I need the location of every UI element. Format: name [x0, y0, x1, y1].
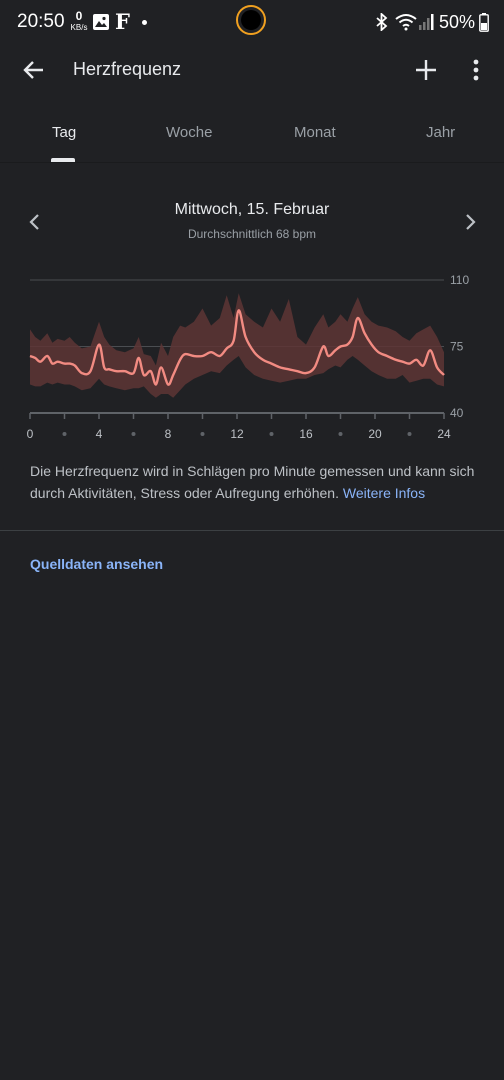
- heart-rate-average-line: [29, 309, 445, 386]
- section-divider: [0, 530, 504, 531]
- y-tick-label: 110: [450, 273, 469, 287]
- x-tick-label: 4: [96, 427, 103, 441]
- x-minor-dot: [200, 432, 205, 436]
- x-minor-dot: [407, 432, 412, 436]
- page-title: Herzfrequenz: [73, 59, 182, 79]
- y-tick-label: 75: [450, 340, 464, 354]
- x-tick-label: 12: [230, 427, 244, 441]
- network-speed-unit: KB/s: [70, 23, 88, 32]
- tab-active-indicator: [51, 158, 75, 162]
- app-bar: Herzfrequenz: [0, 46, 504, 94]
- average-bpm: Durchschnittlich 68 bpm: [187, 227, 317, 241]
- battery-level: 50%: [439, 12, 476, 32]
- x-tick-label: 8: [165, 427, 172, 441]
- app-letter-icon: F: [115, 9, 130, 34]
- status-time: 20:50: [17, 11, 65, 32]
- next-day-chevron-icon[interactable]: [456, 208, 484, 236]
- x-minor-dot: [269, 432, 274, 436]
- signal-icon: [419, 14, 434, 30]
- plus-icon[interactable]: [414, 58, 438, 82]
- description-text: Die Herzfrequenz wird in Schlägen pro Mi…: [30, 463, 475, 501]
- x-tick-label: 24: [437, 427, 451, 441]
- x-minor-dot: [338, 432, 343, 436]
- camera-cutout: [236, 5, 266, 35]
- x-tick-label: 16: [299, 427, 313, 441]
- period-tabs: Tag Woche Monat Jahr: [0, 110, 504, 162]
- tab-week[interactable]: Woche: [166, 124, 213, 141]
- tabs-divider: [0, 162, 504, 163]
- more-info-link[interactable]: Weitere Infos: [342, 485, 426, 501]
- wifi-icon: [395, 14, 417, 31]
- previous-day-chevron-icon[interactable]: [21, 208, 49, 236]
- view-source-data-link[interactable]: Quelldaten ansehen: [30, 556, 164, 572]
- tab-year[interactable]: Jahr: [426, 124, 456, 141]
- back-arrow-icon[interactable]: [22, 58, 46, 82]
- bluetooth-icon: [376, 13, 388, 31]
- gallery-icon: [93, 14, 109, 30]
- network-speed: 0 KB/s: [68, 9, 90, 32]
- heart-rate-range-band: [30, 293, 444, 398]
- x-tick-label: 0: [27, 427, 34, 441]
- battery-icon: [479, 13, 489, 32]
- description: Die Herzfrequenz wird in Schlägen pro Mi…: [30, 460, 480, 504]
- y-tick-label: 40: [450, 406, 464, 420]
- x-tick-label: 20: [368, 427, 382, 441]
- status-bar: 20:50 0 KB/s F 50%: [0, 0, 504, 46]
- heart-rate-chart: 110 75 40 0 4 8 12 16 20 24: [27, 273, 470, 441]
- network-speed-value: 0: [75, 9, 83, 23]
- date-title: Mittwoch, 15. Februar: [174, 201, 330, 218]
- x-minor-dot: [131, 432, 136, 436]
- tab-day[interactable]: Tag: [52, 124, 77, 141]
- notification-dot-icon: [142, 20, 147, 25]
- tab-month[interactable]: Monat: [294, 124, 336, 141]
- x-minor-dot: [62, 432, 67, 436]
- more-vert-icon[interactable]: [468, 58, 484, 82]
